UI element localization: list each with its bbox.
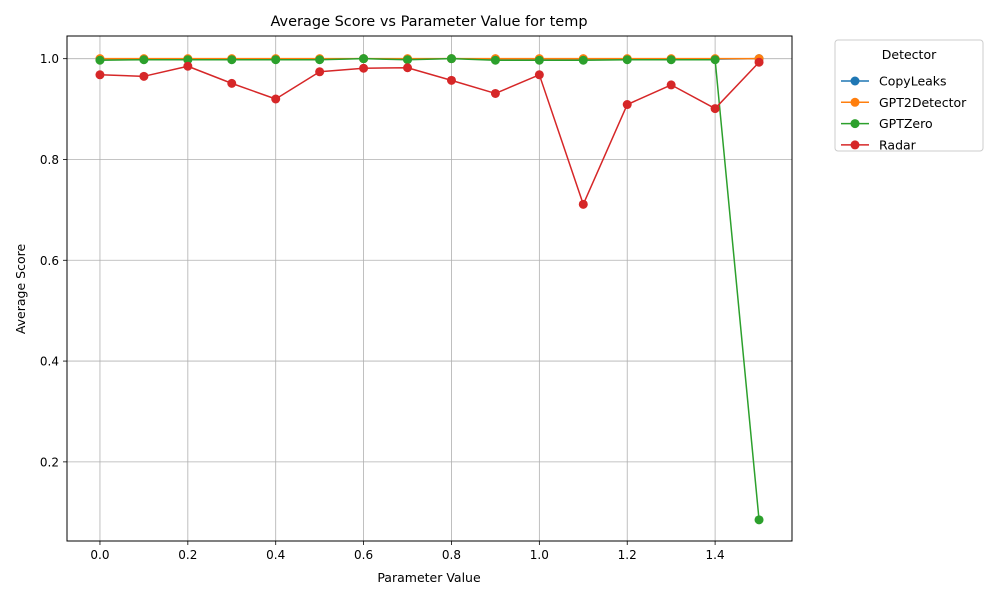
data-point xyxy=(359,54,369,64)
legend-entry: Radar xyxy=(841,137,917,152)
y-axis-label: Average Score xyxy=(13,244,28,335)
legend-title: Detector xyxy=(882,47,937,62)
legend-entry: GPT2Detector xyxy=(841,95,967,110)
data-point xyxy=(446,75,456,85)
x-tick-label: 0.2 xyxy=(178,548,197,562)
data-point xyxy=(578,199,588,209)
y-tick-label: 0.6 xyxy=(40,254,59,268)
data-point xyxy=(534,55,544,65)
legend-entry: GPTZero xyxy=(841,116,933,131)
data-point xyxy=(403,63,413,73)
x-tick-label: 0.8 xyxy=(442,548,461,562)
legend-label: CopyLeaks xyxy=(879,74,947,89)
data-point xyxy=(754,515,764,525)
legend-entry: CopyLeaks xyxy=(841,74,947,89)
y-tick-label: 0.2 xyxy=(40,455,59,469)
legend-box xyxy=(834,39,984,152)
data-point xyxy=(315,67,325,77)
data-point xyxy=(95,55,105,65)
data-point xyxy=(710,104,720,114)
data-point xyxy=(227,78,237,88)
y-tick-label: 0.8 xyxy=(40,153,59,167)
data-point xyxy=(315,55,325,65)
x-tick-label: 1.4 xyxy=(706,548,725,562)
x-tick-label: 0.0 xyxy=(90,548,109,562)
grid xyxy=(67,36,792,541)
chart-title: Average Score vs Parameter Value for tem… xyxy=(270,14,587,30)
plot-frame xyxy=(66,35,793,542)
series-line xyxy=(99,61,760,206)
legend-marker xyxy=(850,119,860,129)
legend: Detector CopyLeaks GPT2Detector GPTZero Rad… xyxy=(834,39,984,152)
y-tick-label: 1.0 xyxy=(40,52,59,66)
data-point xyxy=(666,80,676,90)
data-point xyxy=(183,61,193,71)
legend-label: Radar xyxy=(879,137,917,152)
x-tick-label: 0.4 xyxy=(266,548,285,562)
series-line xyxy=(99,57,760,520)
x-tick-label: 1.2 xyxy=(618,548,637,562)
data-point xyxy=(490,55,500,65)
data-point xyxy=(183,55,193,65)
x-tick-label: 0.6 xyxy=(354,548,373,562)
data-point xyxy=(271,94,281,104)
data-point xyxy=(622,100,632,110)
y-tick-label: 0.4 xyxy=(40,355,59,369)
data-point xyxy=(622,55,632,65)
legend-marker xyxy=(850,140,860,150)
legend-label: GPT2Detector xyxy=(879,95,967,110)
data-point xyxy=(666,55,676,65)
data-point xyxy=(95,70,105,80)
data-point xyxy=(227,55,237,65)
legend-marker xyxy=(850,97,860,107)
series-lines xyxy=(95,54,764,525)
data-point xyxy=(534,70,544,80)
ticks: 0.0 0.2 0.4 0.6 0.8 1.0 1.2 1.4 0.2 0.4 0.6 0.8 1.0 xyxy=(40,52,725,562)
x-axis-label: Parameter Value xyxy=(377,570,481,585)
data-point xyxy=(578,55,588,65)
data-point xyxy=(139,55,149,65)
data-point xyxy=(754,57,764,67)
data-point xyxy=(446,54,456,64)
x-tick-label: 1.0 xyxy=(530,548,549,562)
data-point xyxy=(403,55,413,65)
legend-label: GPTZero xyxy=(879,116,933,131)
data-point xyxy=(490,88,500,98)
series-radar xyxy=(95,57,764,209)
legend-marker xyxy=(850,76,860,86)
data-point xyxy=(359,63,369,73)
data-point xyxy=(710,55,720,65)
series-gptzero xyxy=(95,54,764,525)
data-point xyxy=(139,71,149,81)
data-point xyxy=(271,55,281,65)
